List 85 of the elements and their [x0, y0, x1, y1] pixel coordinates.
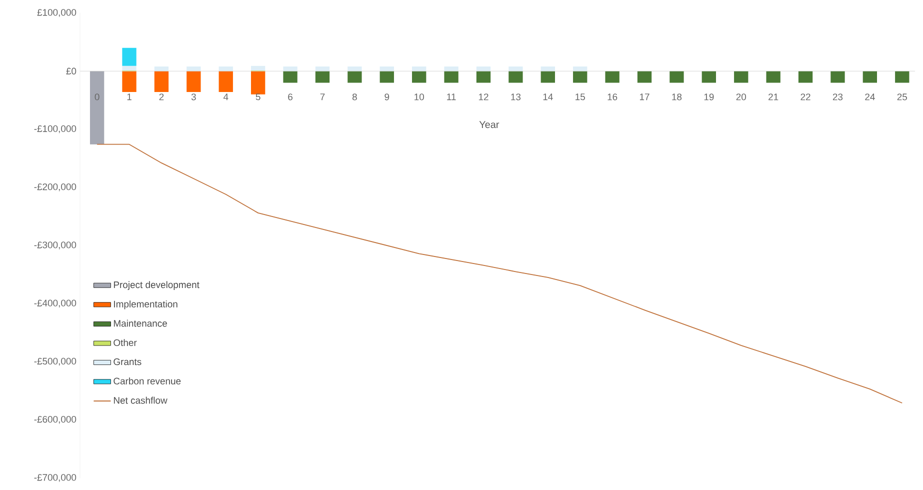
bar — [476, 71, 491, 83]
y-tick-label: -£500,000 — [34, 358, 76, 366]
legend-label: Project development — [114, 281, 200, 290]
bar — [573, 71, 588, 83]
bar — [122, 66, 136, 71]
bar — [508, 66, 523, 72]
x-tick-label: 1 — [127, 94, 132, 100]
x-tick-label: 12 — [478, 94, 488, 100]
x-tick-label: 24 — [865, 94, 875, 100]
y-tick-label: -£400,000 — [34, 300, 76, 308]
bar — [154, 66, 169, 72]
x-tick-label: 7 — [320, 94, 325, 100]
x-tick-label: 22 — [800, 94, 810, 100]
x-tick-label: 5 — [256, 94, 260, 100]
bar — [186, 66, 201, 72]
bar — [734, 71, 748, 83]
bar — [154, 71, 169, 92]
y-tick-label: -£300,000 — [34, 242, 76, 250]
y-tick-label: £100,000 — [37, 9, 76, 17]
x-tick-label: 20 — [736, 94, 746, 100]
bar — [444, 66, 458, 72]
bar — [315, 66, 330, 72]
legend-label: Other — [114, 339, 137, 346]
x-tick-label: 6 — [288, 94, 292, 100]
x-tick-label: 16 — [608, 94, 618, 100]
bar — [348, 66, 362, 72]
x-tick-label: 4 — [223, 94, 228, 100]
legend-label: Net cashflow — [114, 396, 168, 404]
x-tick-label: 9 — [384, 94, 390, 100]
legend-label: Implementation — [114, 300, 178, 310]
x-tick-label: 11 — [447, 94, 456, 100]
bar — [283, 71, 298, 83]
bar — [122, 71, 136, 92]
bar — [798, 71, 813, 83]
bar — [540, 66, 555, 72]
x-tick-label: 15 — [576, 94, 585, 100]
y-tick-label: -£700,000 — [34, 474, 76, 482]
x-tick-label: 3 — [191, 94, 196, 100]
bar — [250, 66, 266, 71]
bar — [283, 66, 298, 72]
bar — [122, 48, 136, 66]
legend-label: Maintenance — [114, 320, 167, 327]
bar — [702, 71, 716, 83]
bar — [444, 71, 458, 83]
y-tick-label: -£600,000 — [34, 416, 76, 424]
bar — [476, 66, 491, 72]
bar — [670, 71, 684, 83]
bar — [380, 71, 394, 83]
x-axis-title: Year — [479, 121, 500, 128]
bar — [830, 71, 845, 83]
y-tick-label: -£100,000 — [34, 125, 76, 134]
bar — [766, 71, 780, 83]
bar — [218, 66, 233, 72]
bar — [895, 71, 910, 83]
bar — [573, 66, 588, 72]
x-tick-label: 19 — [704, 94, 714, 100]
x-tick-label: 25 — [897, 94, 908, 100]
bar — [605, 71, 620, 83]
x-tick-label: 2 — [159, 94, 164, 100]
x-tick-label: 13 — [511, 94, 521, 100]
bar — [315, 71, 330, 83]
bar — [540, 71, 555, 83]
bar — [412, 71, 426, 83]
x-tick-label: 14 — [543, 94, 553, 100]
bar — [90, 71, 104, 144]
y-tick-label: -£200,000 — [34, 183, 76, 192]
bar — [637, 71, 652, 83]
bar — [412, 66, 426, 72]
y-tick-label: £0 — [66, 68, 76, 74]
x-tick-label: 8 — [352, 94, 357, 100]
x-tick-label: 17 — [640, 94, 650, 100]
x-tick-label: 0 — [94, 94, 100, 100]
bar — [218, 71, 233, 92]
x-tick-label: 10 — [414, 94, 424, 100]
x-tick-label: 23 — [832, 94, 843, 100]
legend-label: Grants — [114, 358, 142, 366]
bar — [508, 71, 523, 83]
x-tick-label: 18 — [672, 94, 682, 100]
legend-label: Carbon revenue — [114, 377, 181, 384]
x-tick-label: 21 — [768, 94, 778, 100]
bar — [250, 71, 266, 94]
bar — [186, 71, 201, 92]
bar — [862, 71, 878, 83]
bar — [348, 71, 362, 83]
bar — [380, 66, 394, 72]
